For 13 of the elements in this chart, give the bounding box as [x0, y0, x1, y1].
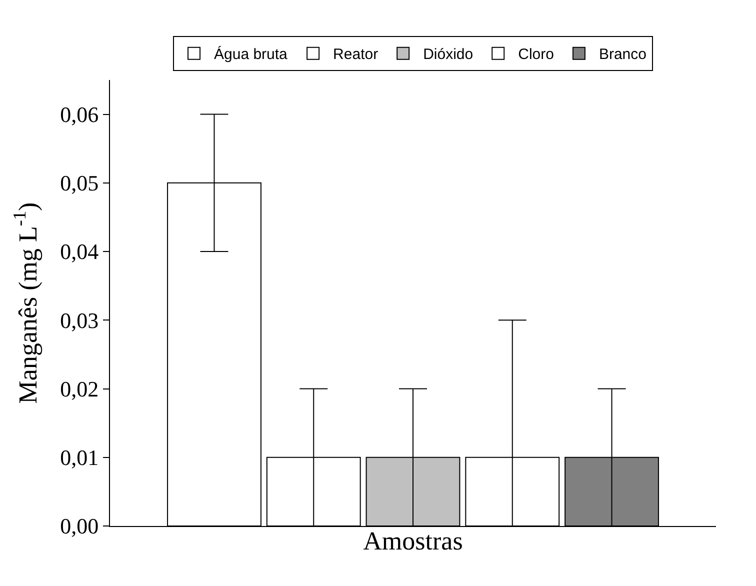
x-axis-title: Amostras: [363, 526, 463, 556]
y-tick-label: 0,02: [60, 376, 99, 402]
y-tick-label: 0,04: [60, 239, 99, 264]
y-tick-label: 0,03: [60, 308, 99, 333]
legend-label: Água bruta: [214, 45, 288, 64]
y-tick-label: 0,01: [60, 445, 99, 470]
legend-label: Dióxido: [423, 46, 474, 64]
y-tick-label: 0,00: [60, 514, 99, 539]
legend-label: Branco: [598, 46, 646, 64]
legend-label: Reator: [333, 46, 378, 64]
legend-label: Cloro: [518, 46, 554, 64]
y-tick-label: 0,06: [60, 102, 99, 128]
y-tick-label: 0,05: [60, 170, 99, 196]
